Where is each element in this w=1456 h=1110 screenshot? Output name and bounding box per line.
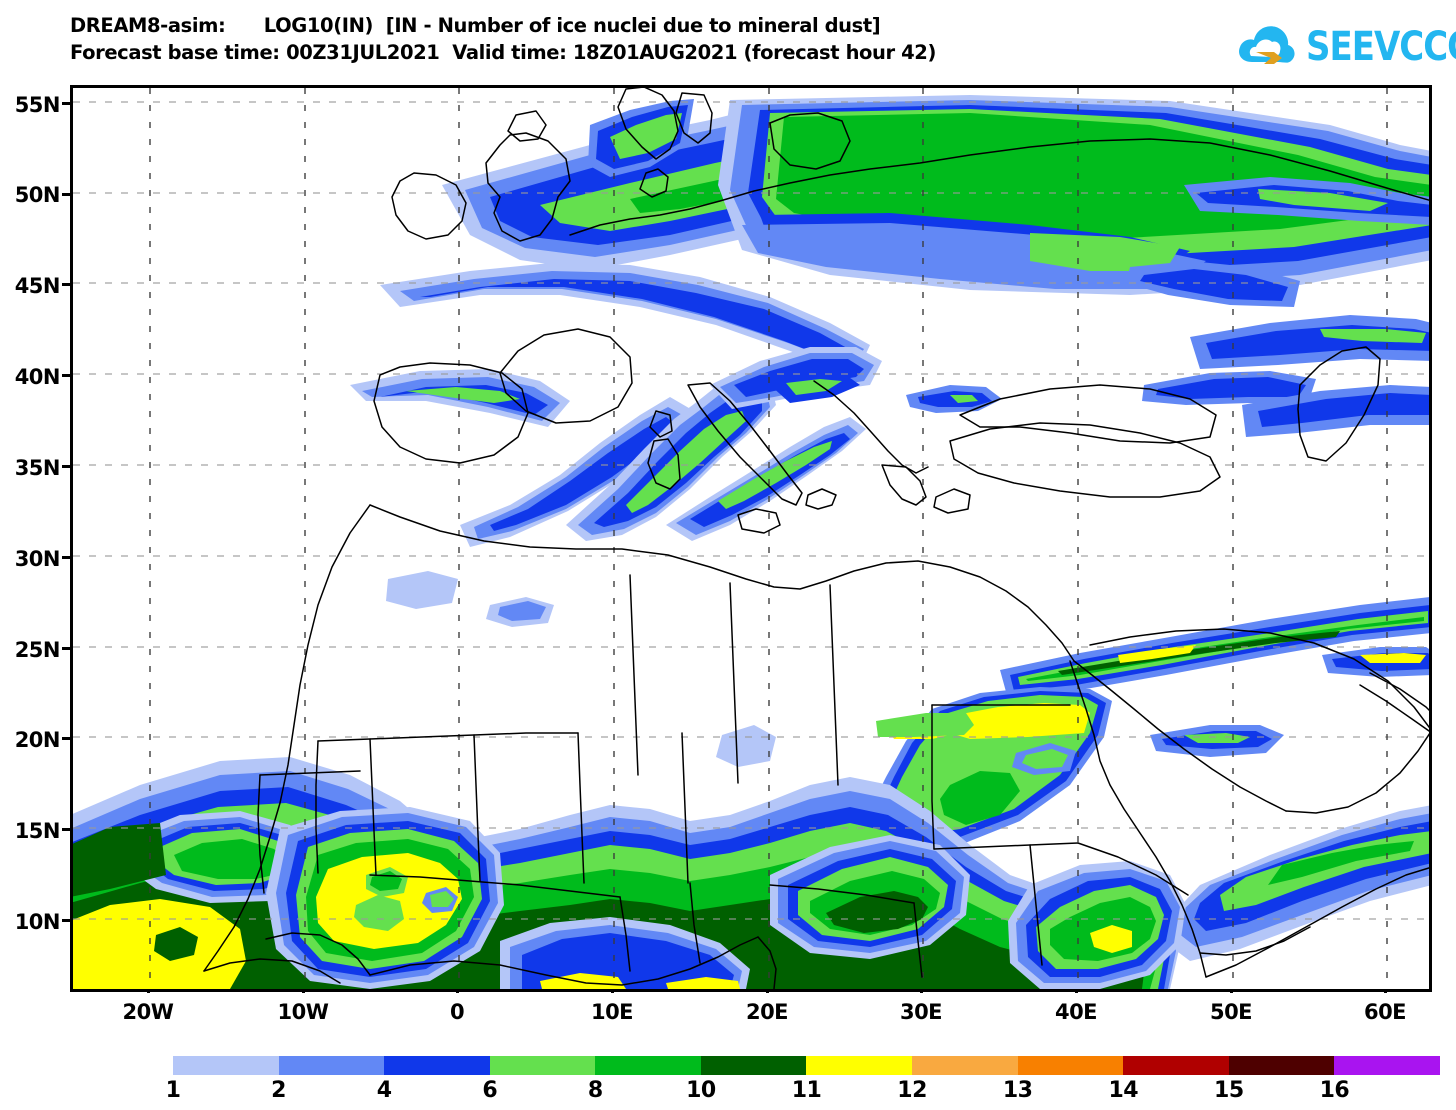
colorbar-band-strong-blue bbox=[384, 1056, 490, 1075]
contour-region-ne-europe bbox=[718, 95, 1429, 295]
seevccc-logo: SEEVCCC bbox=[1236, 18, 1456, 76]
colorbar-tick-14: 14 bbox=[1108, 1078, 1139, 1103]
colorbar-tick-16: 16 bbox=[1319, 1078, 1350, 1103]
y-tick-label-15N: 15N bbox=[14, 819, 61, 843]
x-tick-label-20W: 20W bbox=[122, 1000, 174, 1024]
y-tick-label-55N: 55N bbox=[14, 93, 61, 117]
colorbar-tick-15: 15 bbox=[1214, 1078, 1244, 1103]
x-tick-label-0: 0 bbox=[449, 1000, 465, 1024]
colorbar-band-cornflower-blue bbox=[278, 1056, 385, 1075]
contour-region-caspian bbox=[1190, 315, 1429, 437]
colorbar-band-green bbox=[595, 1056, 701, 1075]
x-tick-label-10E: 10E bbox=[590, 1000, 634, 1024]
contour-region-atlas bbox=[460, 397, 694, 547]
contour-region-adriatic bbox=[710, 347, 882, 409]
contour-region-egypt bbox=[870, 687, 1112, 851]
grid-lines-vertical bbox=[149, 88, 1388, 989]
x-tick-label-50E: 50E bbox=[1209, 1000, 1253, 1024]
colorbar-tick-labels: 1 2 4 6 8 10 11 12 13 14 15 16 bbox=[166, 1078, 1440, 1106]
colorbar-band-orange bbox=[1017, 1056, 1124, 1075]
contour-region-horn-africa bbox=[1166, 805, 1429, 961]
contour-region-central-europe bbox=[380, 263, 870, 375]
y-tick-label-10N: 10N bbox=[14, 910, 61, 934]
y-tick-label-25N: 25N bbox=[14, 638, 61, 662]
colorbar bbox=[173, 1056, 1440, 1075]
colorbar-tick-1: 1 bbox=[165, 1078, 181, 1103]
colorbar-tick-6: 6 bbox=[482, 1078, 498, 1103]
cloud-icon bbox=[1236, 20, 1298, 74]
colorbar-band-yellow bbox=[806, 1056, 913, 1075]
y-tick-label-50N: 50N bbox=[14, 183, 61, 207]
colorbar-tick-11: 11 bbox=[791, 1078, 822, 1103]
x-tick-label-30E: 30E bbox=[899, 1000, 943, 1024]
y-tick-label-40N: 40N bbox=[14, 365, 61, 389]
grid-lines bbox=[73, 101, 1429, 920]
colorbar-band-light-periwinkle bbox=[173, 1056, 279, 1075]
x-tick-label-10W: 10W bbox=[277, 1000, 329, 1024]
colorbar-tick-4: 4 bbox=[376, 1078, 392, 1103]
colorbar-band-dark-red bbox=[1123, 1056, 1229, 1075]
header-line-variable: DREAM8-asim: LOG10(IN) [IN - Number of i… bbox=[70, 14, 881, 37]
contour-region-ethiopia bbox=[1008, 861, 1186, 989]
y-tick-label-35N: 35N bbox=[14, 456, 61, 480]
contour-region-chad bbox=[770, 835, 970, 959]
logo-text: SEEVCCC bbox=[1306, 23, 1456, 71]
colorbar-band-light-orange bbox=[912, 1056, 1018, 1075]
colorbar-tick-13: 13 bbox=[1002, 1078, 1033, 1103]
contour-region-ionian bbox=[666, 417, 866, 541]
colorbar-band-light-green bbox=[489, 1056, 596, 1075]
contour-region-arabia bbox=[1150, 647, 1429, 757]
dust-concentration-map bbox=[73, 88, 1429, 989]
contour-fill-layer bbox=[73, 95, 1429, 989]
contour-region-guinea bbox=[500, 917, 750, 989]
colorbar-tick-12: 12 bbox=[897, 1078, 927, 1103]
map-plot-area bbox=[70, 85, 1432, 992]
y-tick-label-45N: 45N bbox=[14, 274, 61, 298]
contour-region-black-sea bbox=[1126, 177, 1429, 307]
x-tick-label-60E: 60E bbox=[1363, 1000, 1407, 1024]
contour-region-red-sea bbox=[1000, 597, 1429, 699]
x-tick-label-20E: 20E bbox=[745, 1000, 789, 1024]
colorbar-tick-2: 2 bbox=[271, 1078, 286, 1103]
y-tick-label-20N: 20N bbox=[14, 728, 61, 752]
chart-header: DREAM8-asim: LOG10(IN) [IN - Number of i… bbox=[70, 12, 1230, 66]
x-tick-label-40E: 40E bbox=[1054, 1000, 1098, 1024]
y-tick-label-30N: 30N bbox=[14, 547, 61, 571]
colorbar-tick-8: 8 bbox=[587, 1078, 603, 1103]
colorbar-band-maroon bbox=[1228, 1056, 1335, 1075]
coastline-layer bbox=[203, 88, 1429, 989]
contour-region-senegal bbox=[73, 899, 246, 989]
header-line-times: Forecast base time: 00Z31JUL2021 Valid t… bbox=[70, 41, 936, 64]
colorbar-band-dark-green bbox=[700, 1056, 807, 1075]
contour-region-small-cells bbox=[366, 571, 1076, 913]
colorbar-tick-10: 10 bbox=[686, 1078, 716, 1103]
colorbar-band-purple bbox=[1334, 1056, 1440, 1075]
contour-region-aegean bbox=[906, 371, 1316, 413]
